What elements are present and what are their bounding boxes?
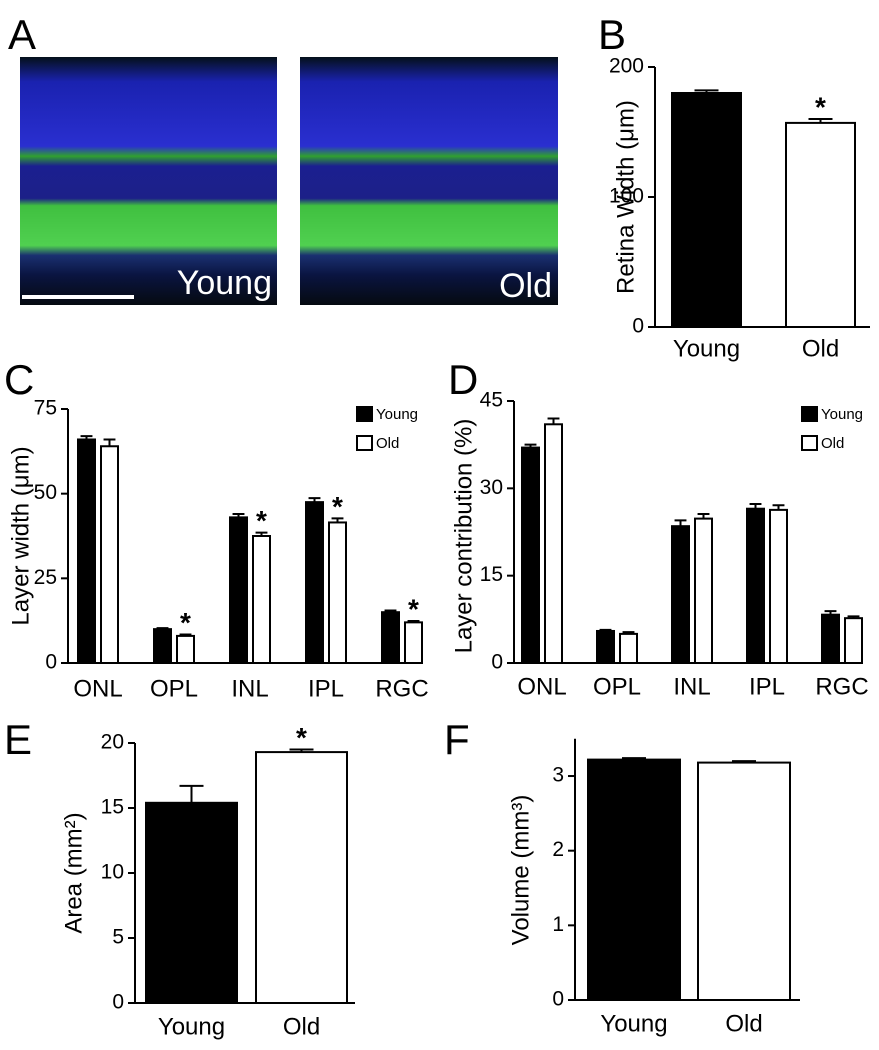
x-tick-label: INL xyxy=(673,673,710,700)
x-tick-label: IPL xyxy=(749,673,785,700)
significance-star: * xyxy=(815,91,826,122)
y-axis-label: Volume (mm³) xyxy=(507,795,534,946)
bar xyxy=(145,801,238,1004)
bar xyxy=(785,121,856,329)
y-tick-label: 5 xyxy=(112,926,124,949)
panel-letter: F xyxy=(444,716,470,763)
y-tick-label: 3 xyxy=(552,764,564,787)
bar xyxy=(229,516,248,665)
legend-label: Old xyxy=(821,435,844,452)
bar xyxy=(305,501,324,664)
micrograph xyxy=(20,57,277,305)
bar xyxy=(381,611,400,665)
x-tick-label: Young xyxy=(158,1013,225,1040)
y-tick-label: 0 xyxy=(45,651,57,674)
x-tick-label: Old xyxy=(725,1010,762,1037)
legend-swatch xyxy=(356,435,373,451)
y-tick-label: 0 xyxy=(491,651,503,674)
y-tick-label: 50 xyxy=(34,481,57,504)
panel-letter: C xyxy=(4,356,34,403)
y-axis-label: Layer width (μm) xyxy=(7,446,34,625)
bar xyxy=(596,629,615,665)
y-tick-label: 45 xyxy=(480,389,503,412)
image-label: Old xyxy=(499,267,552,305)
y-axis-label: Layer contribution (%) xyxy=(450,419,477,654)
y-tick-label: 200 xyxy=(609,55,644,78)
panel-letter: E xyxy=(4,716,32,763)
x-tick-label: Young xyxy=(600,1010,667,1037)
panel-letter: A xyxy=(8,11,36,58)
bar xyxy=(100,445,119,664)
bar xyxy=(821,613,840,664)
panel-letter: B xyxy=(598,11,626,58)
bar xyxy=(697,761,791,1001)
y-tick-label: 15 xyxy=(480,563,503,586)
bar xyxy=(769,508,788,664)
x-tick-label: Old xyxy=(802,335,839,362)
x-tick-label: Young xyxy=(673,335,740,362)
bar xyxy=(694,517,713,664)
significance-star: * xyxy=(296,722,307,753)
x-tick-label: RGC xyxy=(815,673,868,700)
bar xyxy=(544,423,563,664)
x-tick-label: IPL xyxy=(308,675,344,702)
y-tick-label: 100 xyxy=(609,185,644,208)
x-tick-label: OPL xyxy=(150,675,198,702)
bar xyxy=(255,751,348,1004)
significance-star: * xyxy=(332,491,343,522)
bar xyxy=(746,507,765,665)
legend-label: Young xyxy=(821,406,863,423)
legend-label: Young xyxy=(376,406,418,423)
bar xyxy=(404,621,423,664)
bar xyxy=(671,92,742,328)
x-tick-label: OPL xyxy=(593,673,641,700)
y-tick-label: 20 xyxy=(101,731,124,754)
y-tick-label: 0 xyxy=(632,315,644,338)
significance-star: * xyxy=(408,593,419,624)
panel-letter: D xyxy=(448,356,478,403)
y-tick-label: 30 xyxy=(480,476,503,499)
error-bar xyxy=(103,438,116,447)
bar xyxy=(619,632,638,665)
y-axis-label: Area (mm²) xyxy=(60,812,87,933)
y-tick-label: 2 xyxy=(552,838,564,861)
x-tick-label: RGC xyxy=(375,675,428,702)
bar xyxy=(671,525,690,665)
legend-swatch xyxy=(801,435,818,451)
x-tick-label: INL xyxy=(231,675,268,702)
x-tick-label: Old xyxy=(283,1013,320,1040)
y-tick-label: 1 xyxy=(552,913,564,936)
y-tick-label: 15 xyxy=(101,796,124,819)
legend-swatch xyxy=(801,406,818,422)
bar xyxy=(328,521,347,664)
bar xyxy=(153,628,172,665)
bar xyxy=(587,758,681,1001)
y-tick-label: 0 xyxy=(112,991,124,1014)
legend-swatch xyxy=(356,406,373,422)
error-bar xyxy=(179,784,204,803)
bar xyxy=(844,617,863,664)
y-tick-label: 25 xyxy=(34,566,57,589)
bar xyxy=(252,535,271,664)
micrograph xyxy=(300,57,558,305)
x-tick-label: ONL xyxy=(517,673,566,700)
significance-star: * xyxy=(180,607,191,638)
y-tick-label: 75 xyxy=(34,397,57,420)
significance-star: * xyxy=(256,505,267,536)
y-tick-label: 0 xyxy=(552,988,564,1011)
image-label: Young xyxy=(177,264,272,302)
bar xyxy=(176,634,195,665)
bar xyxy=(521,446,540,665)
legend-label: Old xyxy=(376,435,399,452)
y-axis-label: Retina Width (μm) xyxy=(612,100,639,294)
x-tick-label: ONL xyxy=(73,675,122,702)
y-tick-label: 10 xyxy=(101,861,124,884)
bar xyxy=(77,438,96,665)
